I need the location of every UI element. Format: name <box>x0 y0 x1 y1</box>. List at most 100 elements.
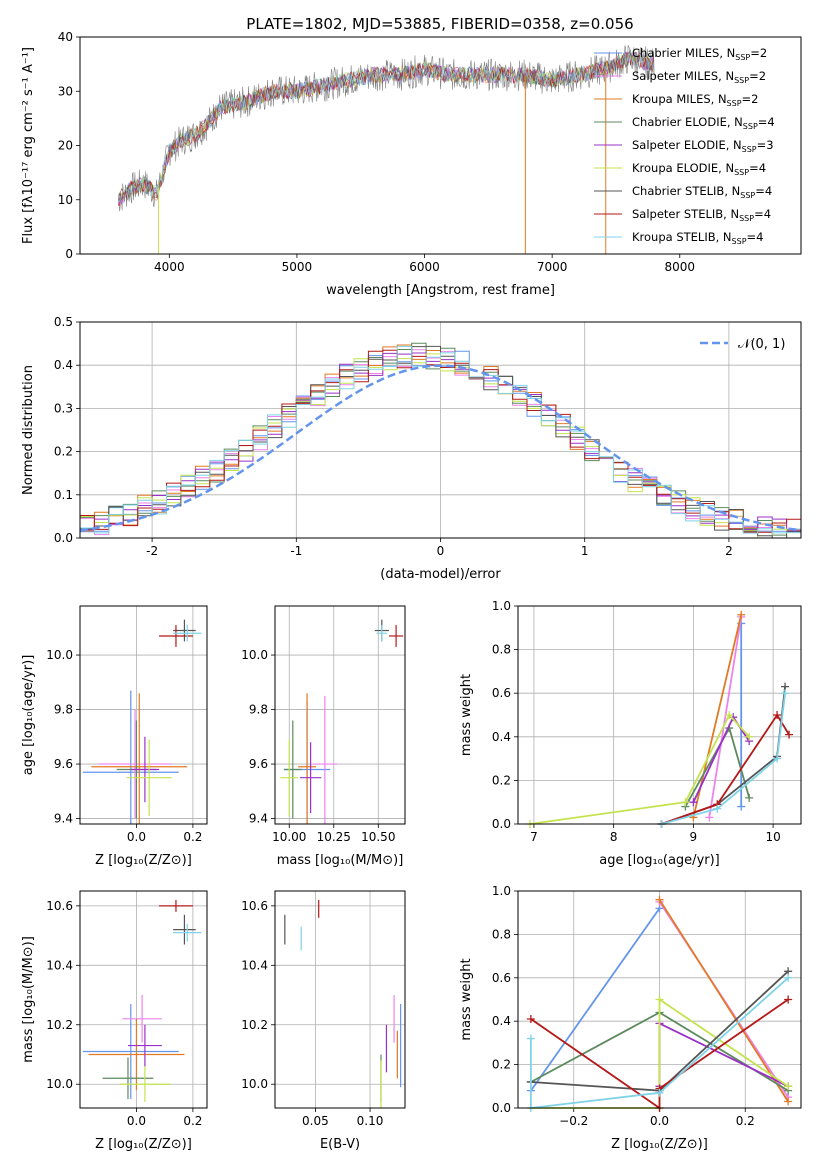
series-marker <box>713 804 722 813</box>
y-tick-label: 40 <box>58 30 73 44</box>
y-tick-label: 9.8 <box>54 703 73 717</box>
legend-subscript: SSP <box>743 122 758 131</box>
x-tick-label: 9 <box>690 830 698 844</box>
y-tick-label: 0.2 <box>492 773 511 787</box>
series-marker <box>745 732 754 741</box>
series-marker <box>526 1015 535 1024</box>
mass_vs_Z-chart: 0.0 0.2 10.0 10.2 10.4 10.6 Z [log₁₀(Z/Z⊙)] mas… <box>21 890 208 1152</box>
plot-frame <box>517 605 802 825</box>
legend-subscript: SSP <box>735 53 750 62</box>
age_vs_Z-chart: 0.0 0.2 9.4 9.6 9.8 10.0 Z [log₁₀(Z/Z⊙)] age [l… <box>21 605 208 868</box>
plot-frame <box>79 890 208 1109</box>
y-tick-label: 0.0 <box>492 817 511 831</box>
residual-histogram-s6 <box>80 345 801 538</box>
y-tick-label: 0.6 <box>492 686 511 700</box>
y-tick-label: 10.2 <box>241 1018 268 1032</box>
series-line <box>658 899 789 1102</box>
x-tick-label: 8 <box>610 830 618 844</box>
y-tick-label: 9.6 <box>54 757 73 771</box>
legend-value: =4 <box>755 184 772 198</box>
x-tick-label: 10.00 <box>272 830 306 844</box>
series-line <box>661 693 786 825</box>
legend-value: =2 <box>750 46 767 60</box>
y-tick-label: 9.8 <box>249 703 268 717</box>
spectrum-lines <box>118 45 655 254</box>
y-tick-label: 0 <box>65 247 73 261</box>
series-line <box>530 998 789 1110</box>
y-tick-label: 0.4 <box>54 358 73 372</box>
panels: 4000 5000 6000 7000 8000010203040wavelength … <box>21 30 802 1152</box>
x-tick-label: 0.2 <box>183 830 202 844</box>
series-line <box>530 977 789 1110</box>
y-tick-label: 9.4 <box>54 812 73 826</box>
legend-subscript: SSP <box>740 191 755 200</box>
x-tick-label: 0.0 <box>127 1114 146 1128</box>
x-tick-label: 7 <box>530 830 538 844</box>
error-bars <box>280 619 404 824</box>
y-tick-label: 0.2 <box>492 1058 511 1072</box>
y-tick-label: 0.8 <box>492 927 511 941</box>
series-marker <box>784 1097 793 1106</box>
residual-histograms <box>80 342 801 538</box>
model-spectrum <box>118 51 654 206</box>
series-marker <box>784 973 793 982</box>
series-marker <box>773 711 782 719</box>
x-tick-label: 10.50 <box>361 830 395 844</box>
y-axis-label: age [log₁₀(age/yr)] <box>21 655 36 776</box>
x-tick-label: -2 <box>146 544 158 558</box>
legend-text: Salpeter ELODIE, N <box>632 138 742 152</box>
y-axis-label: mass weight <box>459 674 474 756</box>
y-axis-label: mass weight <box>459 958 474 1040</box>
series-marker <box>655 1088 664 1097</box>
legend-entry: Chabrier MILES, NSSP=2 <box>632 46 767 62</box>
y-tick-label: 20 <box>58 139 73 153</box>
residual-histogram-s8 <box>80 345 801 534</box>
y-tick-label: 10.4 <box>46 958 73 972</box>
series-marker <box>689 798 698 807</box>
legend-entry: Chabrier ELODIE, NSSP=4 <box>632 115 775 131</box>
series-marker <box>655 895 664 904</box>
y-tick-label: 0.4 <box>492 730 511 744</box>
y-tick-label: 0.5 <box>54 315 73 329</box>
legend-text: Chabrier STELIB, N <box>632 184 740 198</box>
x-tick-label: 7000 <box>537 260 568 274</box>
plot-frame <box>274 605 406 825</box>
legend-entry: Chabrier STELIB, NSSP=4 <box>632 184 772 200</box>
series-line <box>661 713 790 825</box>
legend-subscript: SSP <box>727 99 742 108</box>
y-tick-label: 1.0 <box>492 599 511 613</box>
series-marker <box>781 689 790 698</box>
legend-value: =4 <box>758 115 775 129</box>
x-tick-label: 2 <box>725 544 733 558</box>
x-tick-label: 0.0 <box>127 830 146 844</box>
legend-entry: Salpeter ELODIE, NSSP=3 <box>632 138 774 154</box>
plot-frame <box>517 890 802 1109</box>
y-tick-label: 0.2 <box>54 445 73 459</box>
mass_vs_ebv-chart: 0.05 0.10 10.0 10.2 10.4 10.6 E(B-V) <box>241 890 406 1152</box>
legend-text: Salpeter MILES, N <box>632 69 734 83</box>
x-axis-label: Z [log₁₀(Z/Z⊙)] <box>95 853 192 868</box>
legend-entry: Kroupa ELODIE, NSSP=4 <box>632 161 766 177</box>
legend-subscript: SSP <box>732 237 747 246</box>
series-marker <box>725 711 734 719</box>
x-axis-label: Z [log₁₀(Z/Z⊙)] <box>95 1137 192 1152</box>
x-axis-label: mass [log₁₀(M/M⊙)] <box>277 853 404 868</box>
x-tick-label: 10.25 <box>317 830 351 844</box>
x-tick-label: -1 <box>290 544 302 558</box>
x-axis-label: Z [log₁₀(Z/Z⊙)] <box>611 1137 708 1152</box>
legend-subscript: SSP <box>742 145 757 154</box>
age_vs_mass-chart: 10.00 10.25 10.50 9.4 9.6 9.8 10.0 mass [log₁₀(… <box>241 605 406 868</box>
x-tick-label: 10 <box>765 830 780 844</box>
y-axis-label: Normed distribution <box>21 365 36 495</box>
legend-text: Kroupa MILES, N <box>632 92 727 106</box>
y-tick-label: 0.8 <box>492 643 511 657</box>
x-axis-label: age [log₁₀(age/yr)] <box>599 853 720 868</box>
normal-curve <box>80 364 801 532</box>
legend-value: =3 <box>757 138 774 152</box>
series-marker <box>745 793 754 802</box>
legend-text: Kroupa ELODIE, N <box>632 161 734 175</box>
plot-frame <box>79 36 802 255</box>
x-tick-label: 0.05 <box>302 1114 329 1128</box>
x-tick-label: 8000 <box>664 260 695 274</box>
